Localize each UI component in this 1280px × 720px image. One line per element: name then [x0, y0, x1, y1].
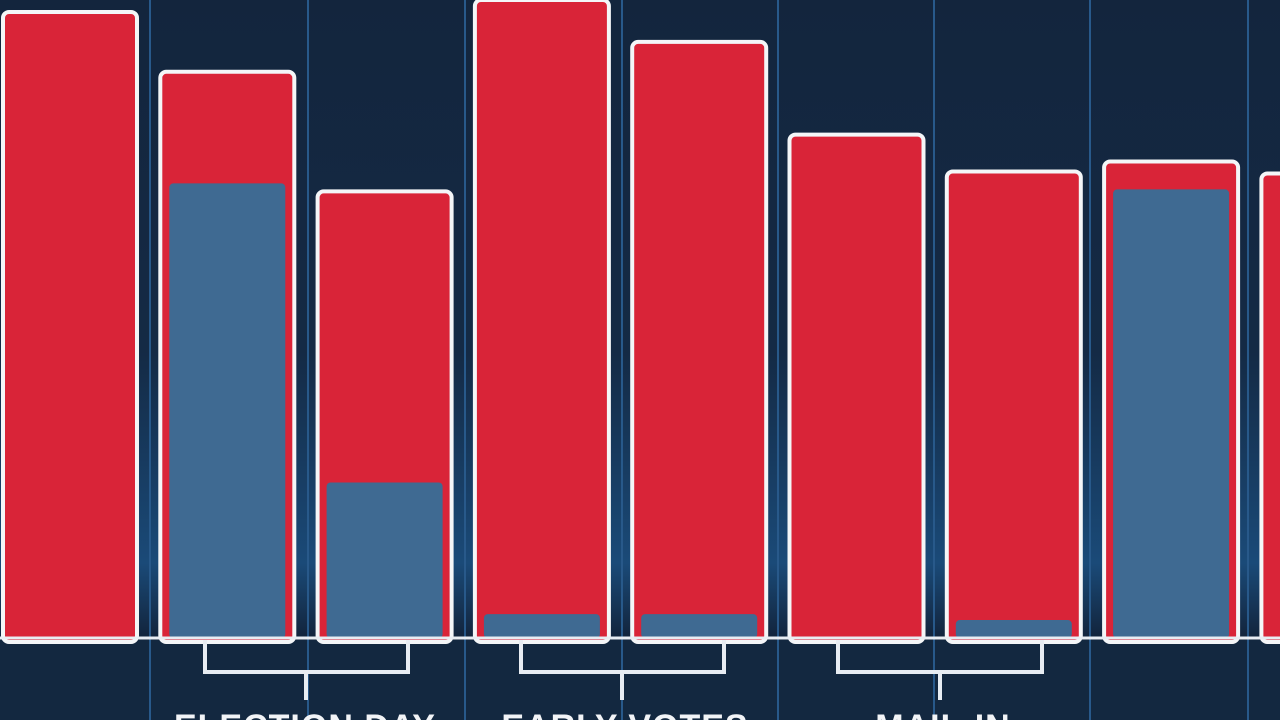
bar [472, 0, 611, 644]
group-label: ELECTION DAY [174, 708, 436, 720]
group-label: MAIL-IN [875, 708, 1010, 720]
footer-band [0, 640, 1280, 720]
bar [787, 132, 926, 644]
brackets [203, 640, 1044, 700]
dividers [149, 0, 1249, 720]
bar-inner [1113, 189, 1230, 638]
group-label: EARLY VOTES [501, 708, 748, 720]
bar [944, 169, 1083, 644]
bar-inner [955, 620, 1072, 638]
bar [630, 39, 769, 644]
bar [1, 9, 139, 644]
bar [1259, 171, 1280, 644]
bar-inner [326, 482, 443, 638]
bars [1, 0, 1280, 644]
bar-inner [483, 614, 600, 638]
bar-inner [169, 183, 286, 639]
bar-inner [641, 614, 758, 638]
